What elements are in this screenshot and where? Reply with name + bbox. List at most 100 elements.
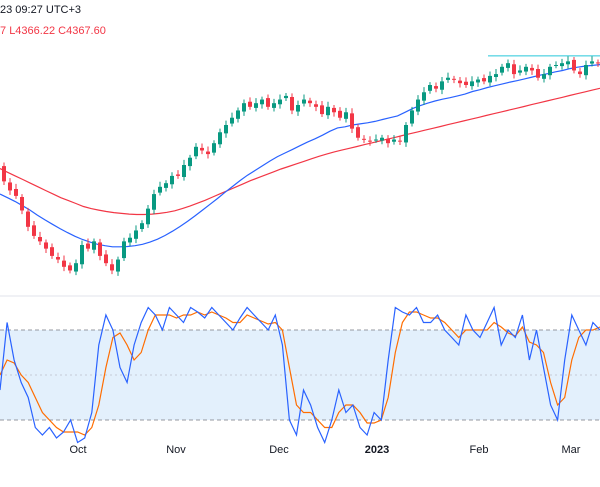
candle <box>236 107 240 123</box>
candle <box>338 107 342 121</box>
candle <box>278 94 282 109</box>
candle <box>86 238 90 252</box>
time-axis: Oct Nov Dec 2023 Feb Mar <box>69 444 580 456</box>
candle <box>158 181 162 196</box>
candle <box>2 162 6 185</box>
candle <box>200 143 204 155</box>
ohlc-close: C4367.60 <box>58 25 106 37</box>
candle <box>68 262 72 274</box>
candle <box>482 74 486 85</box>
candle <box>326 101 330 119</box>
candle <box>176 170 180 179</box>
candle <box>332 105 336 117</box>
candle <box>80 240 84 269</box>
candle <box>74 259 78 276</box>
candle <box>386 135 390 148</box>
candle <box>8 178 12 195</box>
candle <box>128 233 132 247</box>
x-tick-label: Dec <box>269 444 289 456</box>
candle <box>302 94 306 107</box>
candle <box>170 172 174 189</box>
candle <box>182 159 186 181</box>
candle <box>512 59 516 79</box>
candle <box>452 75 456 84</box>
candle <box>92 238 96 254</box>
candle <box>290 93 294 115</box>
candle <box>458 77 462 88</box>
candle <box>440 77 444 95</box>
candle <box>428 82 432 94</box>
candle <box>224 120 228 138</box>
candle <box>230 112 234 127</box>
candle <box>416 95 420 116</box>
candle <box>20 194 24 215</box>
candle <box>254 98 258 112</box>
candle <box>518 65 522 76</box>
candle <box>50 243 54 259</box>
ohlc-low: L4366.22 <box>9 25 56 37</box>
candle <box>380 134 384 145</box>
candle <box>122 237 126 261</box>
candle <box>272 98 276 112</box>
candle <box>110 259 114 275</box>
moving-average-fast <box>0 64 600 248</box>
candle <box>344 107 348 123</box>
candle <box>284 93 288 101</box>
x-tick-label: Nov <box>166 444 186 456</box>
candle <box>554 61 558 69</box>
candle <box>548 63 552 80</box>
candle <box>296 100 300 116</box>
candle <box>434 82 438 93</box>
candle <box>248 97 252 110</box>
candle <box>464 77 468 88</box>
candle <box>194 143 198 160</box>
candle <box>590 56 594 67</box>
header-datetime: 23 09:27 UTC+3 <box>0 4 82 16</box>
candle <box>368 136 372 146</box>
candle <box>356 124 360 141</box>
candle <box>578 67 582 78</box>
candle <box>476 76 480 87</box>
candle <box>188 154 192 171</box>
candle <box>536 64 540 81</box>
candle <box>260 96 264 109</box>
header-arrow: 7 <box>0 25 7 37</box>
candle <box>56 252 60 264</box>
candle <box>32 221 36 239</box>
candle <box>320 101 324 117</box>
x-tick-label: Feb <box>470 444 489 456</box>
price-pane <box>0 55 600 276</box>
candle <box>422 87 426 105</box>
candle <box>392 135 396 145</box>
candle <box>500 63 504 76</box>
candle <box>38 231 42 245</box>
candle <box>308 97 312 107</box>
candle <box>506 59 510 72</box>
candle <box>446 72 450 83</box>
candle <box>152 189 156 215</box>
candle <box>14 183 18 199</box>
candle <box>470 76 474 90</box>
x-tick-label: 2023 <box>365 444 389 456</box>
candle <box>374 134 378 143</box>
candle <box>542 69 546 83</box>
candle <box>404 122 408 147</box>
candle <box>164 180 168 192</box>
header-ohlc: 7 L4366.22 C4367.60 <box>0 25 106 37</box>
stochastic-pane <box>0 305 600 445</box>
candle <box>560 58 564 70</box>
candle <box>584 60 588 80</box>
candle <box>140 220 144 232</box>
candle <box>62 255 66 272</box>
candle <box>596 59 600 67</box>
candle <box>488 71 492 87</box>
candle <box>116 256 120 276</box>
candle <box>44 239 48 253</box>
moving-average-slow <box>0 87 600 216</box>
candle <box>104 250 108 267</box>
candle <box>566 56 570 69</box>
candle <box>524 63 528 76</box>
candle <box>572 57 576 74</box>
candle <box>314 100 318 112</box>
